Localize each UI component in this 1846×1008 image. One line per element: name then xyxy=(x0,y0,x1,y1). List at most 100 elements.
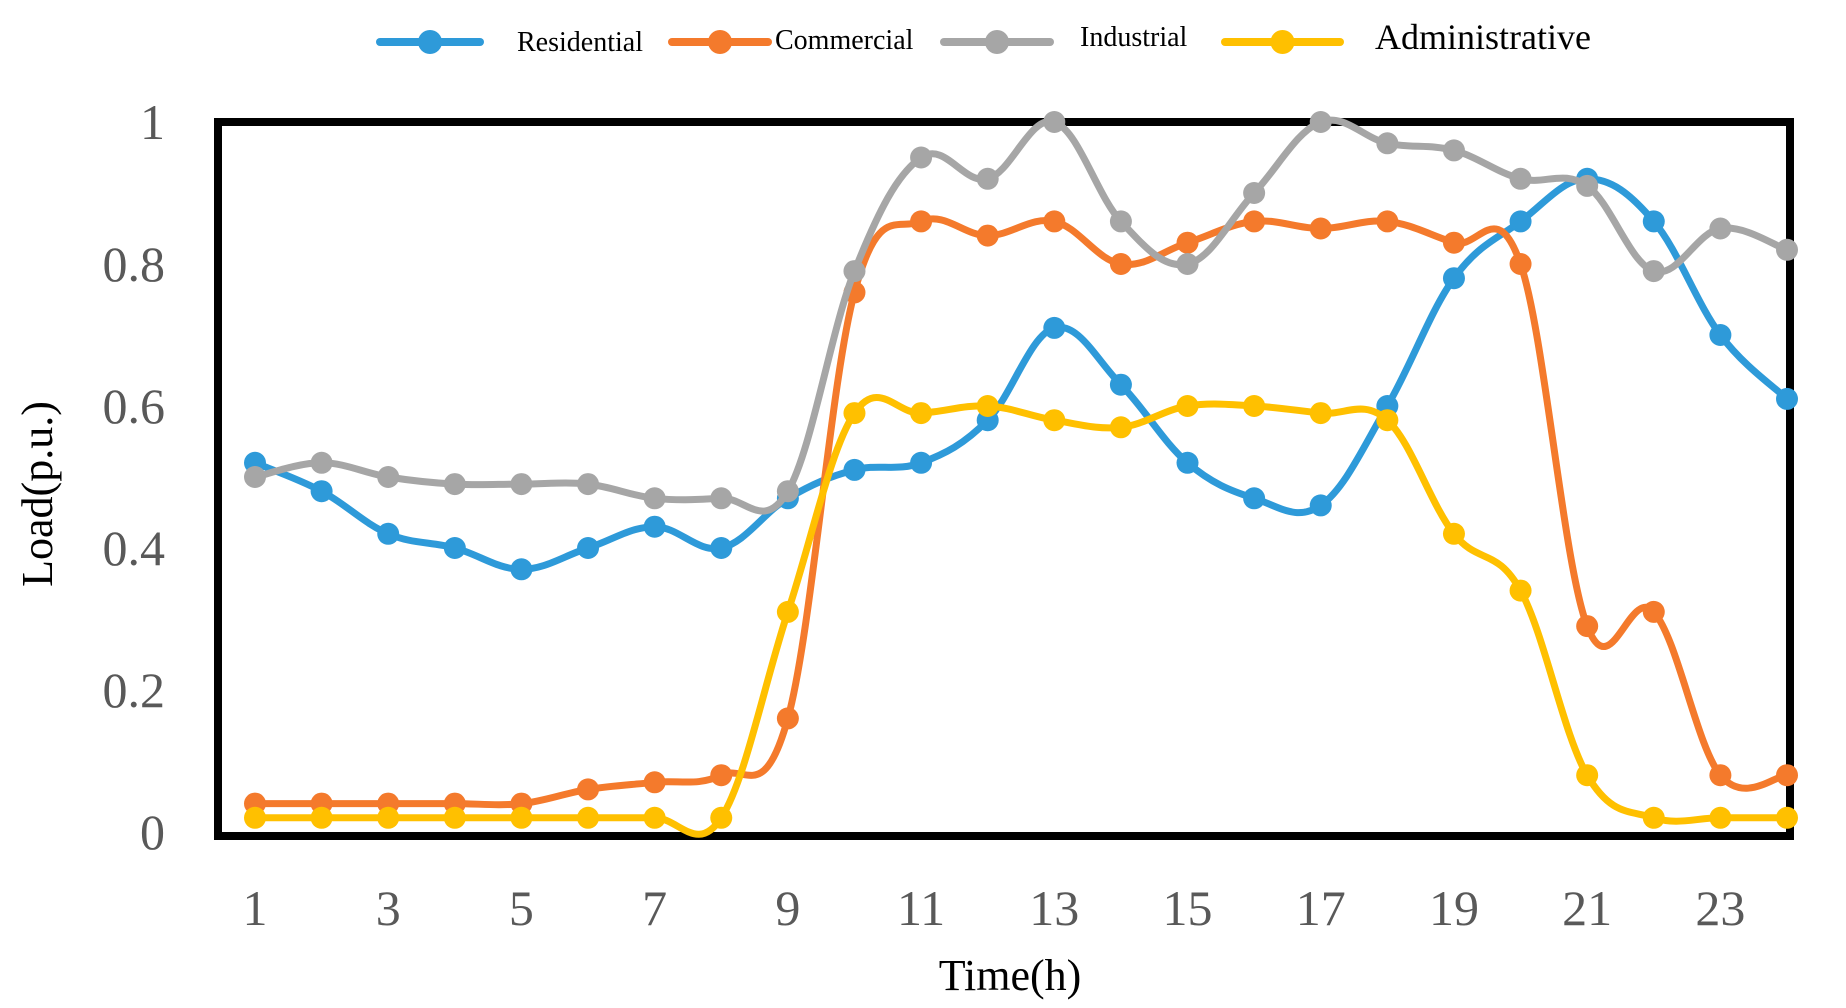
data-point-commercial-16 xyxy=(1243,210,1266,233)
data-point-administrative-12 xyxy=(976,395,999,417)
legend-marker-industrial xyxy=(985,30,1009,54)
data-point-industrial-11 xyxy=(910,146,933,169)
data-point-administrative-22 xyxy=(1642,806,1665,829)
legend-label-administrative: Administrative xyxy=(1375,17,1591,57)
data-point-industrial-17 xyxy=(1309,111,1332,133)
data-point-residential-19 xyxy=(1442,267,1465,290)
data-point-industrial-2 xyxy=(310,451,333,474)
data-point-administrative-2 xyxy=(310,806,333,829)
legend-marker-administrative xyxy=(1270,30,1295,54)
data-point-industrial-5 xyxy=(510,473,533,496)
data-point-administrative-21 xyxy=(1576,764,1599,787)
data-point-residential-16 xyxy=(1243,487,1266,510)
data-point-administrative-24 xyxy=(1776,806,1798,829)
data-point-residential-20 xyxy=(1509,210,1532,233)
legend-label-commercial: Commercial xyxy=(775,25,914,56)
data-point-commercial-22 xyxy=(1642,600,1665,623)
data-point-administrative-19 xyxy=(1442,522,1465,545)
legend-marker-residential xyxy=(418,30,442,54)
data-point-commercial-6 xyxy=(577,778,600,801)
series-line-administrative xyxy=(251,394,1791,838)
data-point-residential-4 xyxy=(443,537,466,559)
x-tick-label-1: 1 xyxy=(243,880,268,936)
x-tick-label-5: 5 xyxy=(509,880,534,936)
legend-label-residential: Residential xyxy=(517,27,643,58)
data-point-industrial-8 xyxy=(710,487,733,510)
x-axis-title: Time(h) xyxy=(939,951,1082,1000)
data-point-administrative-13 xyxy=(1043,409,1066,432)
legend-item-commercial: Commercial xyxy=(668,25,914,56)
y-tick-label-0: 0 xyxy=(140,804,165,860)
data-point-industrial-3 xyxy=(377,466,400,488)
data-point-administrative-1 xyxy=(244,806,266,829)
series-administrative xyxy=(244,394,1798,838)
data-point-administrative-20 xyxy=(1509,579,1532,602)
data-point-residential-14 xyxy=(1109,373,1132,396)
data-point-residential-10 xyxy=(843,458,866,481)
data-point-administrative-17 xyxy=(1309,402,1332,425)
data-point-industrial-10 xyxy=(843,260,866,283)
data-point-commercial-7 xyxy=(643,771,666,794)
data-point-industrial-18 xyxy=(1376,132,1399,155)
data-point-industrial-16 xyxy=(1243,182,1266,204)
data-point-commercial-18 xyxy=(1376,210,1399,233)
data-point-commercial-9 xyxy=(776,707,799,730)
data-point-industrial-19 xyxy=(1442,139,1465,162)
data-point-residential-6 xyxy=(577,537,600,559)
legend-label-industrial: Industrial xyxy=(1080,22,1188,53)
x-tick-label-11: 11 xyxy=(897,880,945,936)
legend-item-industrial: Industrial xyxy=(940,22,1188,54)
x-axis-ticks: 1 3 5 7 9 11 13 15 17 19 21 23 xyxy=(243,880,1746,936)
data-point-residential-11 xyxy=(910,451,933,474)
data-point-industrial-23 xyxy=(1709,217,1732,240)
data-point-industrial-1 xyxy=(244,466,266,488)
data-point-administrative-6 xyxy=(577,806,600,829)
legend-item-residential: Residential xyxy=(376,27,643,58)
x-tick-label-23: 23 xyxy=(1695,880,1745,936)
data-point-industrial-4 xyxy=(443,473,466,496)
x-tick-label-3: 3 xyxy=(376,880,401,936)
data-point-industrial-7 xyxy=(643,487,666,510)
y-tick-label-0.4: 0.4 xyxy=(103,520,166,576)
data-point-commercial-8 xyxy=(710,764,733,787)
x-tick-label-21: 21 xyxy=(1562,880,1612,936)
x-tick-label-17: 17 xyxy=(1296,880,1346,936)
data-point-residential-15 xyxy=(1176,451,1199,474)
data-point-administrative-16 xyxy=(1243,395,1266,417)
data-point-administrative-4 xyxy=(443,806,466,829)
data-point-administrative-7 xyxy=(643,806,666,829)
data-point-industrial-20 xyxy=(1509,167,1532,190)
data-point-administrative-9 xyxy=(776,600,799,623)
x-tick-label-19: 19 xyxy=(1429,880,1479,936)
y-tick-label-0.2: 0.2 xyxy=(103,662,166,718)
data-point-administrative-8 xyxy=(710,806,733,829)
y-axis-title: Load(p.u.) xyxy=(13,401,62,587)
data-point-administrative-5 xyxy=(510,806,533,829)
plot-frame xyxy=(214,118,1794,840)
data-point-commercial-13 xyxy=(1043,210,1066,233)
data-point-residential-13 xyxy=(1043,316,1066,339)
data-point-commercial-23 xyxy=(1709,764,1732,787)
data-point-residential-2 xyxy=(310,480,333,503)
data-point-administrative-3 xyxy=(377,806,400,829)
data-point-residential-24 xyxy=(1776,387,1798,410)
legend-item-administrative: Administrative xyxy=(1221,17,1591,57)
data-point-industrial-15 xyxy=(1176,253,1199,275)
data-point-administrative-23 xyxy=(1709,806,1732,829)
data-point-commercial-17 xyxy=(1309,217,1332,240)
data-point-commercial-14 xyxy=(1109,253,1132,275)
x-tick-label-9: 9 xyxy=(775,880,800,936)
data-point-commercial-19 xyxy=(1442,231,1465,254)
data-point-residential-5 xyxy=(510,558,533,581)
series-industrial xyxy=(244,111,1798,515)
y-tick-label-1: 1 xyxy=(140,94,165,150)
data-point-residential-17 xyxy=(1309,494,1332,517)
data-point-administrative-18 xyxy=(1376,409,1399,432)
data-point-industrial-14 xyxy=(1109,210,1132,233)
legend-marker-commercial xyxy=(708,30,732,54)
legend: Residential Commercial Industrial Administr… xyxy=(376,17,1591,58)
x-tick-label-15: 15 xyxy=(1163,880,1213,936)
data-point-residential-22 xyxy=(1642,210,1665,233)
data-point-administrative-15 xyxy=(1176,395,1199,417)
